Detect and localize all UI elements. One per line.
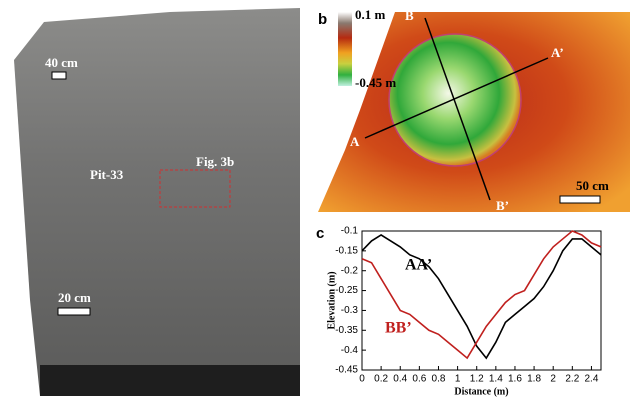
point-label: A’ — [551, 45, 564, 60]
panel-label: a — [14, 13, 23, 30]
x-tick-label: 1.6 — [508, 374, 522, 385]
point-label: B — [405, 8, 414, 23]
x-tick-label: 2.2 — [565, 374, 579, 385]
scale-label: 40 cm — [45, 55, 78, 70]
y-tick-label: -0.15 — [335, 245, 358, 256]
scale-label: 50 cm — [576, 178, 609, 193]
colorbar-label: -0.45 m — [355, 75, 396, 90]
x-tick-label: 1.4 — [489, 374, 503, 385]
point-label: B’ — [496, 198, 509, 213]
x-tick-label: 1.2 — [470, 374, 484, 385]
scale-bar — [559, 195, 601, 204]
x-tick-label: 0.2 — [374, 374, 388, 385]
x-tick-label: 0 — [359, 374, 365, 385]
site-label: Pit-33 — [90, 167, 124, 182]
y-tick-label: -0.1 — [341, 226, 359, 237]
line-chart: -0.45 -0.4 -0.35 -0.3 -0.25 -0.2 -0.15 -0.1 0 0.2… — [326, 226, 602, 397]
panel-label: b — [318, 11, 327, 28]
y-tick-label: -0.45 — [335, 365, 358, 376]
series-label: AA’ — [405, 257, 432, 274]
x-tick-label: 1.8 — [527, 374, 541, 385]
x-axis-label: Distance (m) — [454, 386, 508, 397]
profile-line — [424, 17, 491, 201]
x-tick-label: 0.8 — [432, 374, 446, 385]
x-tick-label: 2 — [550, 374, 556, 385]
inset-label: Fig. 3b — [196, 154, 234, 169]
x-tick-label: 2.4 — [584, 374, 598, 385]
x-tick-label: 0.4 — [393, 374, 407, 385]
scale-label: 20 cm — [58, 290, 91, 305]
point-label: A — [350, 134, 360, 149]
lunar-photo — [14, 8, 300, 396]
colorbar-label: 0.1 m — [355, 7, 386, 22]
y-tick-label: -0.2 — [341, 265, 359, 276]
y-tick-label: -0.4 — [341, 345, 359, 356]
inset-box — [159, 169, 231, 208]
y-axis-label: Elevation (m) — [326, 271, 337, 329]
profile-line — [364, 57, 549, 139]
x-tick-label: 1 — [455, 374, 461, 385]
y-tick-label: -0.35 — [335, 325, 358, 336]
colorbar — [338, 12, 352, 86]
scale-bar — [51, 71, 67, 80]
data-line — [361, 234, 602, 360]
scale-bar — [57, 307, 91, 316]
plot-frame — [361, 230, 602, 371]
series-label: BB’ — [385, 320, 412, 337]
panel-label: c — [316, 225, 324, 242]
y-tick-label: -0.25 — [335, 285, 358, 296]
rover-shadow — [40, 365, 300, 396]
x-tick-label: 0.6 — [412, 374, 426, 385]
data-line — [361, 230, 602, 360]
y-tick-label: -0.3 — [341, 305, 359, 316]
